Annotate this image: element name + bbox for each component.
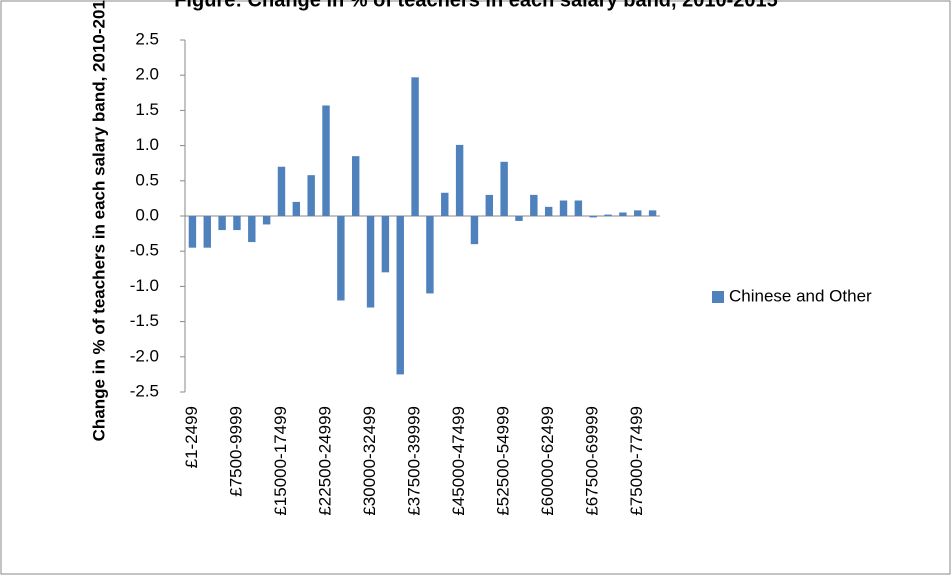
bar — [248, 216, 256, 243]
y-tick-label: -2.5 — [130, 381, 159, 400]
bar — [559, 200, 568, 216]
legend-label: Chinese and Other — [729, 286, 872, 305]
bar — [500, 161, 508, 216]
x-tick-label: £30000-32499 — [360, 406, 379, 516]
x-tick-label: £15000-17499 — [271, 406, 290, 516]
y-tick-label: 1.5 — [135, 100, 159, 119]
bar — [188, 216, 197, 248]
x-tick-label: £37500-39999 — [405, 406, 424, 516]
y-tick-label: -1.5 — [130, 311, 159, 330]
bar — [619, 212, 627, 216]
x-tick-label: £22500-24999 — [316, 406, 335, 516]
bar — [337, 216, 345, 301]
bar — [366, 216, 375, 308]
y-tick-label: 0.5 — [135, 170, 159, 189]
x-tick-label: £52500-54999 — [494, 406, 513, 516]
bar — [470, 216, 479, 245]
x-tick-label: £7500-9999 — [226, 406, 245, 497]
x-tick-label: £67500-69999 — [583, 406, 602, 516]
bar — [277, 166, 286, 216]
bar — [396, 216, 404, 375]
bar — [515, 216, 523, 221]
y-tick-label: 0.0 — [135, 205, 159, 224]
x-tick-label: £45000-47499 — [449, 406, 468, 516]
legend-swatch — [712, 291, 724, 303]
bar — [426, 216, 434, 294]
bar — [589, 216, 597, 218]
x-tick-label: £75000-77499 — [627, 406, 646, 516]
x-tick-label: £60000-62499 — [538, 406, 557, 516]
y-tick-label: -2.0 — [130, 346, 159, 365]
bar — [203, 216, 211, 248]
y-tick-label: 2.5 — [135, 29, 159, 48]
bar — [485, 194, 494, 216]
bar — [648, 210, 657, 216]
bar — [262, 216, 271, 225]
bar — [322, 105, 330, 216]
bar — [455, 144, 464, 216]
x-tick-label: £1-2499 — [182, 406, 201, 468]
y-tick-label: 1.0 — [135, 135, 159, 154]
y-axis-label: Change in % of teachers in each salary b… — [89, 0, 108, 441]
bar — [381, 216, 390, 273]
bar — [544, 206, 553, 216]
bar — [574, 200, 583, 216]
bar — [307, 175, 315, 216]
y-tick-label: -1.0 — [130, 276, 159, 295]
bar — [604, 214, 612, 216]
bar — [530, 194, 538, 216]
chart-title: Figure: Change in % of teachers in each … — [174, 0, 778, 11]
y-tick-label: 2.0 — [135, 65, 159, 84]
bar — [292, 201, 301, 216]
bar — [634, 210, 642, 216]
bar — [218, 216, 226, 231]
bar — [351, 156, 360, 216]
bar — [441, 192, 449, 216]
bar — [411, 77, 419, 216]
y-tick-label: -0.5 — [130, 241, 159, 260]
bar — [233, 216, 241, 231]
